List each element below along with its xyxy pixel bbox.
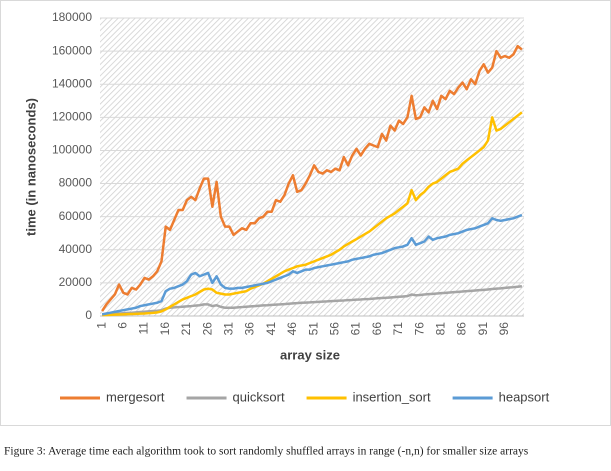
x-tick-label: 1 (94, 322, 108, 329)
x-tick-label: 91 (476, 322, 490, 336)
y-axis-title: time (in nanoseconds) (23, 98, 38, 236)
legend-label: insertion_sort (353, 389, 431, 404)
x-tick-label: 21 (179, 322, 193, 336)
series-line (102, 111, 523, 317)
x-tick-label: 66 (370, 322, 384, 336)
y-tick-label: 180000 (52, 10, 92, 24)
figure-caption: Figure 3: Average time each algorithm to… (4, 446, 529, 458)
legend-label: quicksort (233, 389, 285, 404)
plot-area (100, 18, 524, 316)
legend-label: heapsort (499, 389, 550, 404)
x-tick-label: 96 (497, 322, 511, 336)
x-tick-label: 36 (243, 322, 257, 336)
x-tick-label: 41 (264, 322, 278, 336)
y-tick-label: 40000 (59, 242, 93, 256)
x-tick-label: 76 (412, 322, 426, 336)
x-tick-label: 86 (455, 322, 469, 336)
series-line (101, 213, 523, 316)
x-tick-label: 61 (349, 322, 363, 336)
legend-label: mergesort (106, 389, 165, 404)
y-tick-label: 140000 (52, 76, 92, 90)
x-tick-label: 11 (137, 322, 151, 335)
y-tick-label: 100000 (52, 143, 92, 157)
y-tick-label: 20000 (59, 275, 93, 289)
x-axis-title: array size (280, 347, 340, 362)
y-tick-label: 60000 (59, 209, 93, 223)
y-tick-label: 80000 (59, 176, 93, 190)
x-tick-label: 71 (391, 322, 405, 336)
y-tick-label: 120000 (52, 110, 92, 124)
series-line (101, 284, 523, 317)
series-line (101, 44, 523, 312)
x-tick-label: 46 (285, 322, 299, 336)
x-tick-label: 81 (433, 322, 447, 336)
x-tick-label: 31 (221, 322, 235, 336)
x-tick-label: 6 (115, 322, 129, 329)
y-tick-label: 160000 (52, 43, 92, 57)
x-tick-label: 51 (306, 322, 320, 336)
x-tick-label: 26 (200, 322, 214, 336)
x-tick-label: 16 (158, 322, 172, 336)
y-tick-label: 0 (85, 308, 92, 322)
x-tick-label: 56 (327, 322, 341, 336)
